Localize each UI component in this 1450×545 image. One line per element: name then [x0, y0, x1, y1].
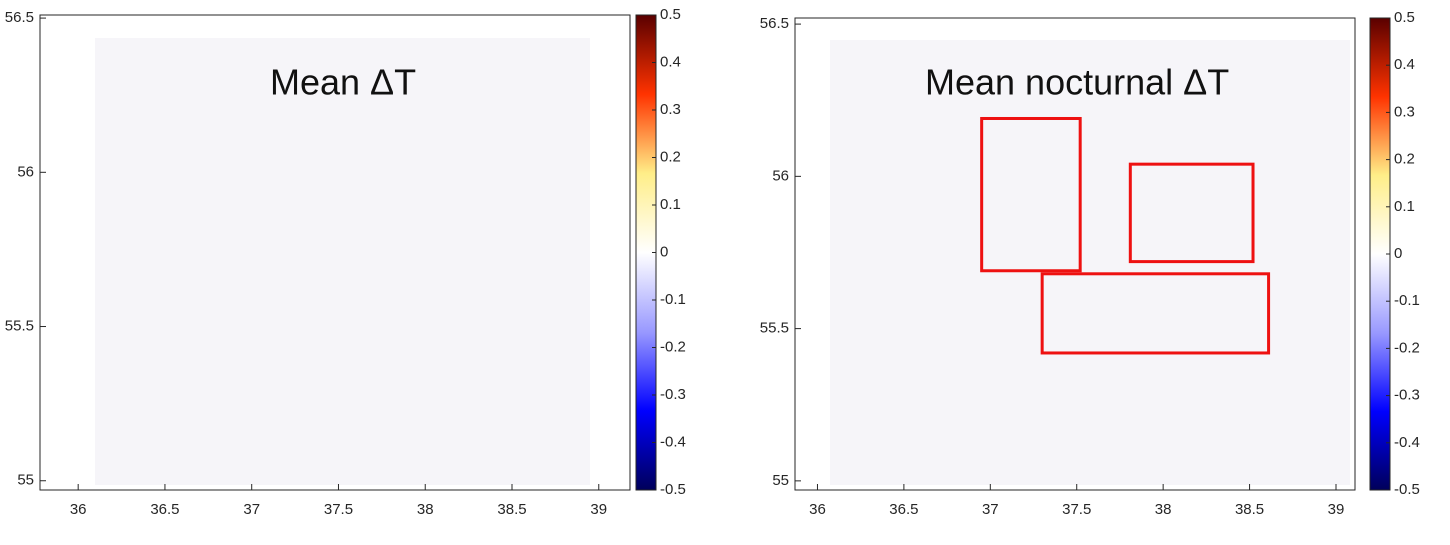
colorbar-tick-label: 0.4 [1394, 56, 1415, 73]
x-tick-label: 36.5 [889, 501, 918, 518]
highlight-box [1128, 162, 1255, 264]
field-background [830, 40, 1350, 485]
colorbar-tick-label: -0.2 [1394, 339, 1420, 356]
x-tick-label: 38.5 [1235, 501, 1264, 518]
colorbar-tick-label: 0.1 [660, 196, 681, 213]
colorbar-tick-label: -0.1 [660, 291, 686, 308]
colorbar-tick-label: -0.5 [660, 481, 686, 498]
x-tick-label: 38 [1155, 501, 1172, 518]
colorbar-tick-label: 0.3 [1394, 103, 1415, 120]
y-tick-label: 56 [772, 167, 789, 184]
x-tick-label: 39 [590, 501, 607, 518]
colorbar-tick-label: -0.2 [660, 338, 686, 355]
y-tick-label: 55.5 [5, 317, 34, 334]
y-tick-label: 55 [17, 472, 34, 489]
highlight-box [980, 116, 1082, 273]
colorbar-tick-label: 0.5 [1394, 9, 1415, 26]
y-tick-label: 56.5 [760, 15, 789, 32]
annotation: Mean nocturnal ΔT [925, 62, 1229, 103]
axes-frame [794, 17, 1356, 491]
y-tick-label: 56 [17, 163, 34, 180]
x-tick-label: 38.5 [497, 501, 526, 518]
colorbar-tick-label: 0.4 [660, 53, 681, 70]
colorbar-tick-label: 0.2 [1394, 151, 1415, 168]
colorbar-tick-label: -0.3 [1394, 387, 1420, 404]
colorbar-tick-label: 0.5 [660, 6, 681, 23]
colorbar-tick-label: -0.3 [660, 386, 686, 403]
colorbar-tick-label: 0 [1394, 245, 1402, 262]
x-tick-label: 37.5 [1062, 501, 1091, 518]
field-background [95, 38, 590, 485]
colorbar-tick-label: 0.3 [660, 101, 681, 118]
x-tick-label: 36 [809, 501, 826, 518]
x-tick-label: 36.5 [150, 501, 179, 518]
annotation: Mean ΔT [270, 62, 416, 103]
y-tick-label: 55 [772, 472, 789, 489]
x-tick-label: 37.5 [324, 501, 353, 518]
x-tick-label: 36 [70, 501, 87, 518]
colorbar-tick-label: -0.1 [1394, 292, 1420, 309]
x-tick-label: 38 [417, 501, 434, 518]
x-tick-label: 37 [243, 501, 260, 518]
colorbar-tick-label: -0.4 [1394, 434, 1420, 451]
highlight-box [1040, 272, 1271, 355]
colorbar-tick-label: -0.4 [660, 433, 686, 450]
x-tick-label: 37 [982, 501, 999, 518]
axes-frame [39, 14, 631, 491]
colorbar-tick-label: -0.5 [1394, 481, 1420, 498]
colorbar-tick-label: 0.1 [1394, 198, 1415, 215]
y-tick-label: 56.5 [5, 9, 34, 26]
colorbar-tick-label: 0.2 [660, 148, 681, 165]
y-tick-label: 55.5 [760, 320, 789, 337]
colorbar-tick-label: 0 [660, 243, 668, 260]
x-tick-label: 39 [1328, 501, 1345, 518]
